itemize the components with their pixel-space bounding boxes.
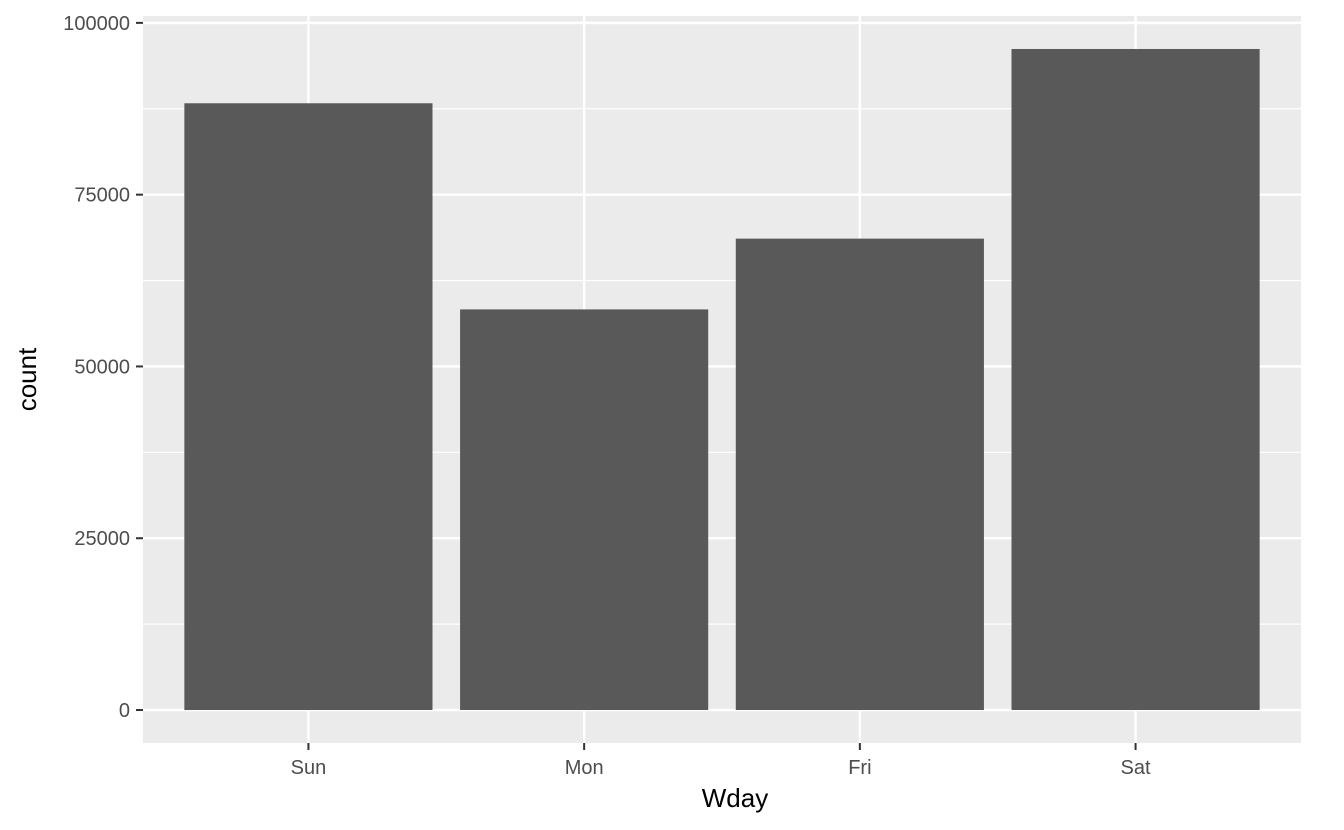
x-tick-label: Mon — [565, 757, 604, 779]
y-axis-title: count — [12, 347, 42, 411]
y-tick-label: 75000 — [74, 185, 130, 207]
bar-mon — [460, 309, 709, 711]
x-tick-label: Fri — [848, 757, 871, 779]
x-tick-label: Sun — [291, 757, 327, 779]
bar-fri — [735, 238, 984, 711]
bar-sat — [1011, 48, 1260, 711]
y-tick-label: 50000 — [74, 356, 130, 378]
y-tick-label: 25000 — [74, 528, 130, 550]
y-tick-label: 100000 — [63, 13, 130, 35]
x-axis: Sun Mon Fri Sat — [291, 743, 1151, 779]
y-axis: 0 25000 50000 75000 100000 — [63, 13, 143, 722]
bar-sun — [184, 103, 433, 711]
y-tick-label: 0 — [119, 700, 130, 722]
x-tick-label: Sat — [1121, 757, 1151, 779]
bars — [184, 48, 1260, 711]
x-axis-title: Wday — [702, 783, 768, 813]
